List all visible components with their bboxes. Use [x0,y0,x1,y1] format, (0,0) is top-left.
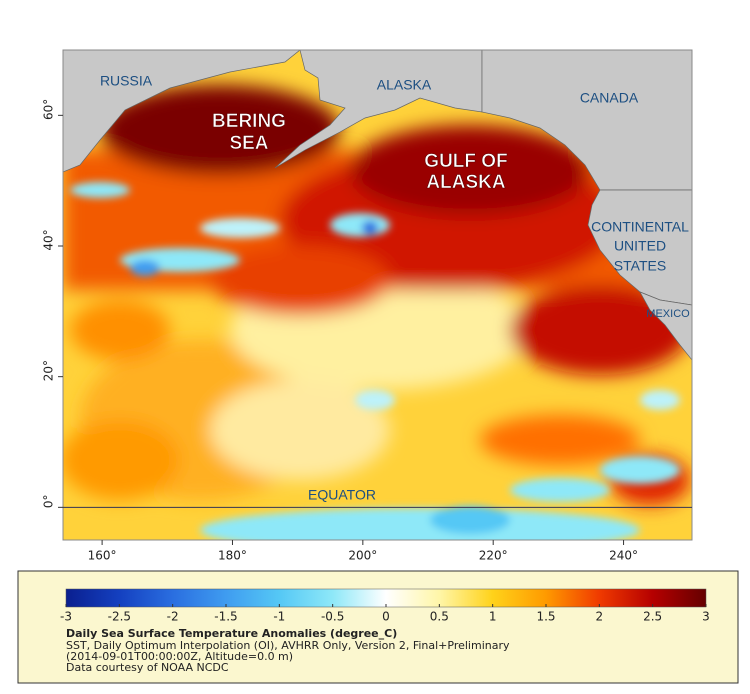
sea-label: ALASKA [426,172,505,193]
x-tick-label: 220° [479,549,508,563]
place-label: CANADA [580,90,639,106]
colorbar-tick-label: -2 [167,610,179,624]
place-label: UNITED [614,238,666,254]
place-labels: RUSSIA ALASKA CANADA BERING SEA GULF OF … [100,73,690,503]
x-tick-label: 180° [218,549,247,563]
caption-line: (2014-09-01T00:00:00Z, Altitude=0.0 m) [66,650,293,663]
sea-label: SEA [229,133,268,154]
place-label: MEXICO [646,308,690,320]
y-tick-label: 60° [42,99,56,120]
place-label: EQUATOR [308,487,376,503]
colorbar-tick-label: -2.5 [108,610,131,624]
colorbar-tick-label: 0.5 [430,610,449,624]
colorbar-tick-label: -1.5 [214,610,237,624]
y-tick-label: 20° [42,360,56,381]
place-label: STATES [614,258,666,274]
caption-line: SST, Daily Optimum Interpolation (OI), A… [66,639,510,652]
sea-label: GULF OF [424,151,507,172]
caption-title: Daily Sea Surface Temperature Anomalies … [66,627,397,640]
place-label: RUSSIA [100,73,153,89]
y-tick-label: 40° [42,229,56,250]
colorbar-tick-label: -0.5 [321,610,344,624]
colorbar-tick-label: -3 [60,610,72,624]
x-tick-label: 200° [348,549,377,563]
x-tick-label: 160° [88,549,117,563]
sea-label: BERING [212,111,286,132]
y-tick-label: 0° [42,495,56,509]
x-tick-label: 240° [609,549,638,563]
place-label: CONTINENTAL [591,219,689,235]
place-label: ALASKA [377,77,432,93]
map-frame [62,49,693,541]
colorbar-tick-label: 3 [702,610,710,624]
map-field [63,50,692,540]
caption-line: Data courtesy of NOAA NCDC [66,661,229,674]
colorbar-tick-label: 0 [382,610,390,624]
colorbar-tick-label: 2 [596,610,604,624]
colorbar-tick-label: 2.5 [643,610,662,624]
colorbar-tick-label: 1.5 [536,610,555,624]
colorbar-tick-label: -1 [273,610,285,624]
colorbar-tick-label: 1 [489,610,497,624]
